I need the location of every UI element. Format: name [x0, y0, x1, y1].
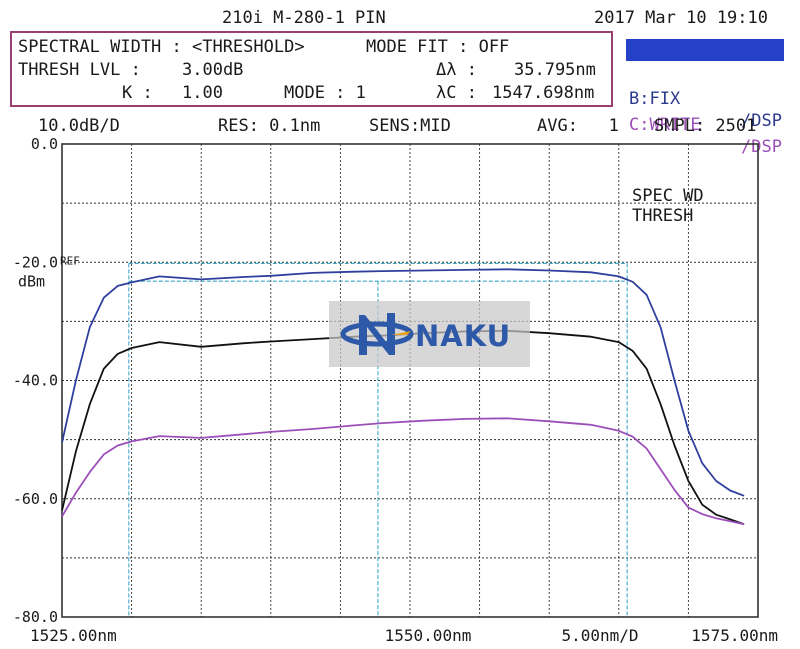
naku-watermark: NAKU: [329, 301, 530, 367]
mode-fit-label: MODE FIT : OFF: [366, 37, 510, 57]
datetime: 2017 Mar 10 19:10: [594, 8, 768, 28]
logo-text: NAKU: [415, 319, 512, 353]
spec-wd-annotation: SPEC WD: [632, 186, 704, 206]
y-tick-label: -40.0: [13, 372, 58, 390]
trace-b-mode: /DSP: [741, 111, 782, 131]
thresh-level-label: THRESH LVL :: [18, 60, 141, 80]
spectral-width-label: SPECTRAL WIDTH : <THRESHOLD>: [18, 37, 305, 57]
average-setting: AVG: 1: [537, 116, 619, 136]
naku-logo-icon: [340, 313, 414, 355]
x-tick-label: 1525.00nm: [30, 626, 117, 645]
y-tick-label: -60.0: [13, 490, 58, 508]
mode-value: MODE : 1: [284, 83, 366, 103]
grid: [61, 143, 759, 618]
k-value: 1.00: [182, 83, 223, 103]
instrument-title: 210i M-280-1 PIN: [222, 8, 386, 28]
sensitivity-setting: SENS:MID: [369, 116, 451, 136]
y-tick-label: -20.0: [13, 253, 58, 271]
resolution-setting: RES: 0.1nm: [218, 116, 321, 136]
trace-b-name: B:FIX: [629, 89, 681, 109]
delta-lambda-label: Δλ :: [436, 60, 477, 80]
y-tick-label: -80.0: [13, 608, 58, 626]
trace-c-mode: /DSP: [741, 137, 782, 157]
y-unit-label: dBm: [18, 272, 45, 290]
ref-label: REF: [60, 254, 80, 267]
thresh-annotation: THRESH: [632, 206, 694, 226]
sampling-setting: SMPL: 2501: [654, 116, 757, 136]
trace-a-name: A:FIX: [629, 62, 681, 82]
trace-c-line: [61, 417, 745, 526]
trace-c-name: C:WRITE: [629, 115, 701, 135]
trace-a-tag[interactable]: A:FIX /DSP: [626, 39, 784, 104]
center-wavelength-value: 1547.698nm: [492, 83, 595, 103]
trace-c-tag[interactable]: C:WRITE /DSP: [626, 92, 784, 157]
k-label: K :: [122, 83, 153, 103]
x-tick-label: 1575.00nm: [691, 626, 778, 645]
x-tick-label: 5.00nm/D: [561, 626, 638, 645]
scale-setting: 10.0dB/D: [38, 116, 120, 136]
axis-labels: 0.0 -20.0 -40.0 -60.0 -80.0 dBm REF 1525.00nm 15…: [13, 135, 778, 645]
measurement-info-panel: SPECTRAL WIDTH : <THRESHOLD> MODE FIT : …: [10, 31, 613, 107]
x-tick-label: 1550.00nm: [385, 626, 472, 645]
y-tick-label: 0.0: [31, 135, 58, 153]
delta-lambda-value: 35.795nm: [514, 60, 596, 80]
center-wavelength-label: λC :: [436, 83, 477, 103]
thresh-level-value: 3.00dB: [182, 60, 244, 80]
trace-b-tag[interactable]: B:FIX /DSP: [626, 66, 784, 131]
trace-a-mode: /DSP: [741, 84, 782, 104]
trace-a-line: [61, 268, 745, 497]
